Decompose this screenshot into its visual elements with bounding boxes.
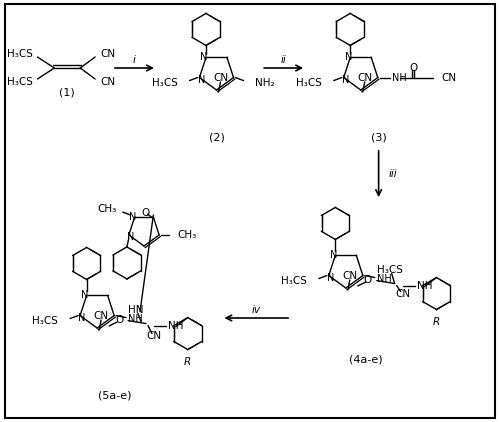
Text: NH: NH [377,273,392,284]
Text: N: N [81,290,88,300]
Text: N: N [129,212,136,222]
Text: N: N [330,250,337,260]
Text: CN: CN [100,49,115,59]
Text: CN: CN [94,311,108,321]
Text: N: N [342,75,349,84]
Text: (5a-e): (5a-e) [98,390,132,400]
Text: HN: HN [128,305,144,314]
Text: H₃CS: H₃CS [281,276,307,286]
Text: N: N [78,313,86,322]
Text: O: O [410,62,418,73]
Text: O: O [364,275,372,285]
Text: (3): (3) [371,132,386,142]
Text: H₃CS: H₃CS [377,265,402,275]
Text: CN: CN [213,73,228,83]
Text: H₃CS: H₃CS [6,77,32,87]
Text: H₃CS: H₃CS [296,78,322,87]
Text: i: i [133,55,136,65]
Text: (2): (2) [208,132,224,142]
Text: CN: CN [342,271,357,281]
Text: iv: iv [252,305,261,315]
Text: CN: CN [357,73,372,83]
Text: N: N [200,52,207,62]
Text: NH: NH [392,73,406,83]
Text: NH: NH [168,321,184,330]
Text: CN: CN [146,330,162,341]
Text: NH₂: NH₂ [256,78,275,87]
Text: O: O [142,208,150,218]
Text: (1): (1) [60,87,75,97]
Text: NH: NH [128,314,143,324]
Text: R: R [184,357,192,367]
Text: ii: ii [281,55,286,65]
Text: H₃CS: H₃CS [32,316,58,325]
Text: R: R [433,316,440,327]
Text: CN: CN [442,73,456,83]
Text: O: O [115,315,123,325]
Text: H₃CS: H₃CS [6,49,32,59]
Text: N: N [327,273,334,283]
Text: N: N [127,232,134,242]
Text: iii: iii [388,169,397,179]
Text: (4a-e): (4a-e) [349,355,382,365]
Text: CN: CN [395,289,410,298]
Text: N: N [198,75,205,84]
Text: CH₃: CH₃ [98,204,116,214]
Text: CN: CN [100,77,115,87]
Text: NH: NH [416,281,432,291]
Text: CH₃: CH₃ [177,230,197,240]
Text: H₃CS: H₃CS [152,78,178,87]
Text: N: N [344,52,352,62]
